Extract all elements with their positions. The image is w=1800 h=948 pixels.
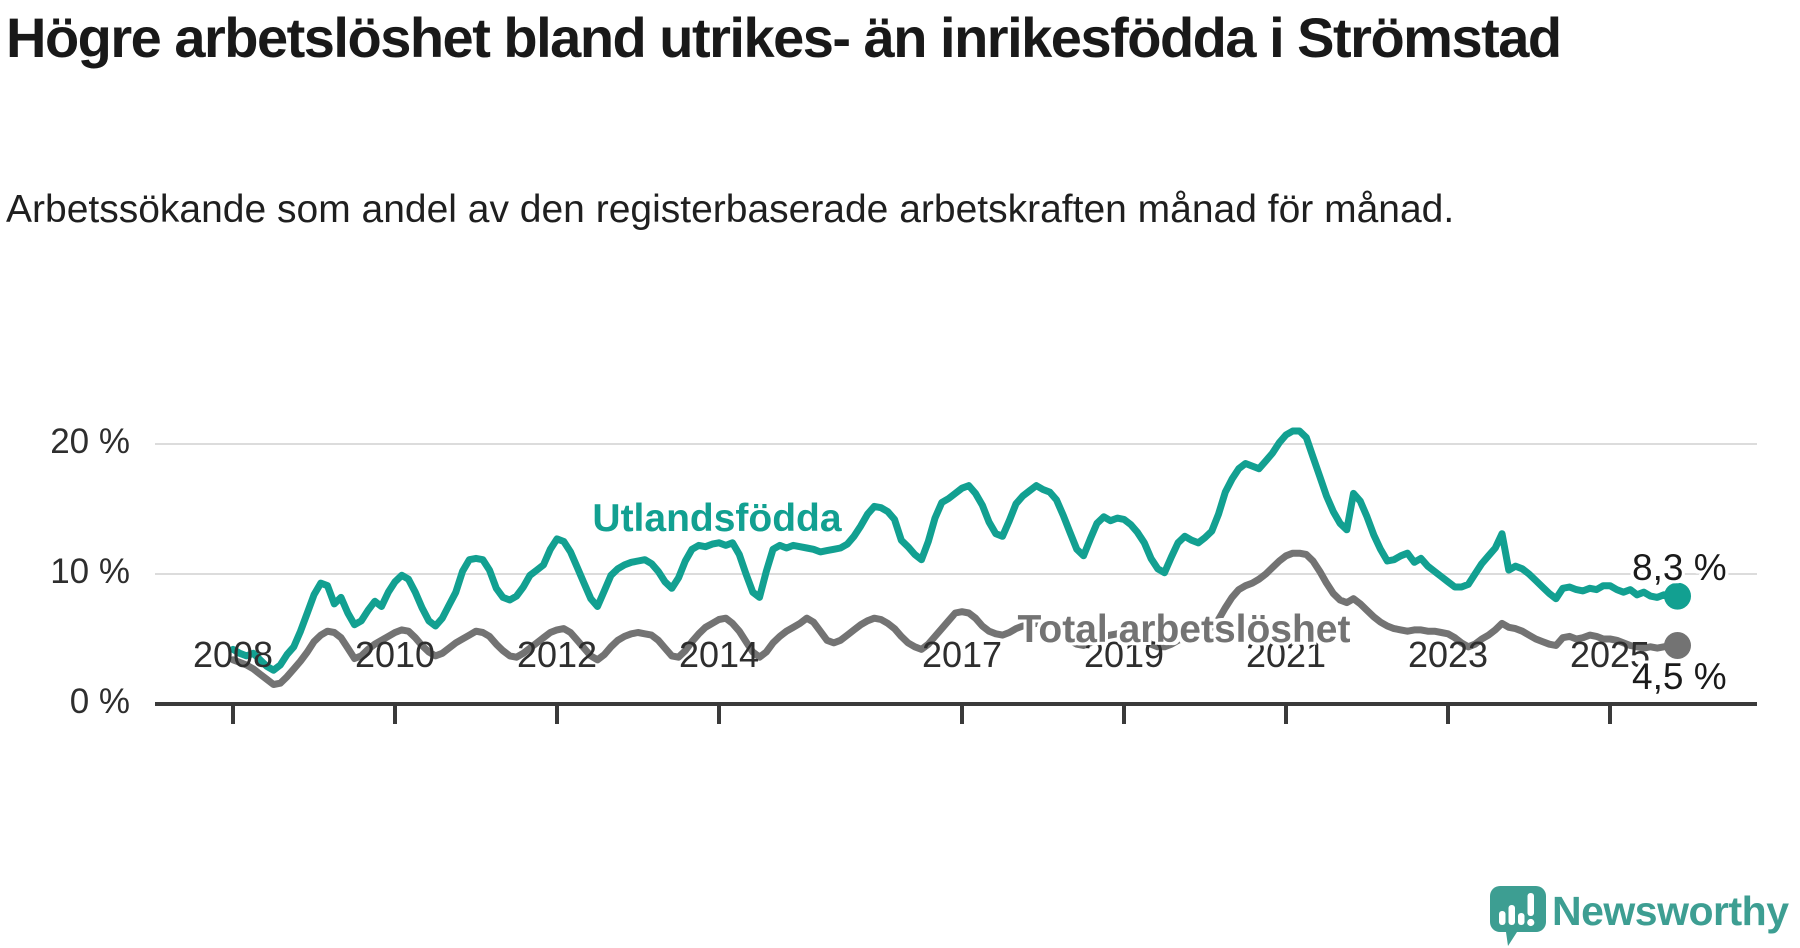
x-tick-label: 2008 bbox=[192, 634, 274, 675]
y-tick-label: 10 % bbox=[50, 552, 130, 591]
end-dot bbox=[1664, 632, 1691, 659]
end-dot bbox=[1664, 582, 1691, 610]
series-label-utlandsfodda: Utlandsfödda bbox=[592, 497, 842, 540]
y-tick-label: 20 % bbox=[50, 422, 130, 461]
newsworthy-logo-icon bbox=[1490, 886, 1546, 946]
x-tick-label: 2019 bbox=[1083, 634, 1165, 675]
end-value-label-total: 4,5 % bbox=[1632, 656, 1727, 697]
newsworthy-logo: Newsworthy bbox=[1490, 886, 1789, 948]
x-tick-label: 2017 bbox=[921, 634, 1003, 675]
x-tick-label: 2012 bbox=[516, 634, 598, 675]
page-subtitle: Arbetssökande som andel av den registerb… bbox=[6, 188, 1455, 231]
x-tick-label: 2023 bbox=[1407, 634, 1489, 675]
data-line bbox=[229, 549, 1681, 688]
x-tick-label: 2025 bbox=[1569, 634, 1651, 675]
data-line bbox=[229, 427, 1681, 674]
x-tick-label: 2010 bbox=[354, 634, 436, 675]
y-tick-label: 0 % bbox=[69, 682, 130, 721]
series-label-total-arbetsloshet: Total arbetslöshet bbox=[1017, 608, 1351, 651]
x-tick-label: 2014 bbox=[678, 634, 760, 675]
end-value-label-utlandsfodda: 8,3 % bbox=[1632, 547, 1727, 588]
page-title: Högre arbetslöshet bland utrikes- än inr… bbox=[6, 6, 1562, 69]
newsworthy-logo-text: Newsworthy bbox=[1552, 888, 1789, 934]
x-tick-label: 2021 bbox=[1245, 634, 1327, 675]
